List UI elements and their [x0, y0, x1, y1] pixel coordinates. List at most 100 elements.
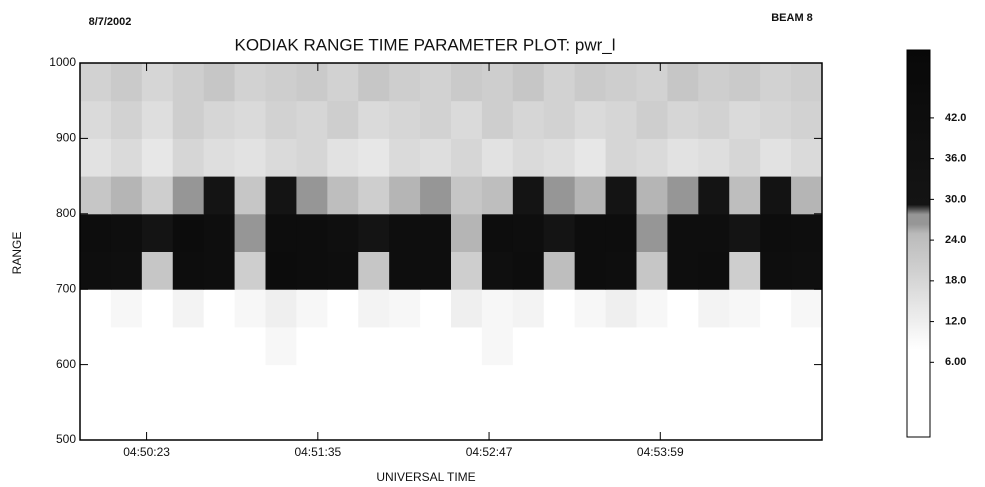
heat-cell: [296, 402, 328, 441]
heat-cell: [265, 251, 297, 290]
y-tick-label: 900: [56, 131, 76, 145]
heat-cell: [636, 63, 668, 102]
heat-cell: [760, 326, 792, 366]
heat-cell: [760, 289, 792, 328]
heat-cell: [574, 402, 607, 441]
heat-cell: [605, 100, 637, 139]
heat-cell: [110, 364, 143, 403]
heat-cell: [791, 289, 823, 328]
heat-cell: [172, 289, 205, 328]
y-tick-label: 700: [56, 281, 76, 295]
heat-cell: [543, 251, 576, 290]
heat-cell: [80, 138, 112, 177]
heat-cell: [451, 63, 483, 102]
x-tick-label: 04:51:35: [294, 445, 341, 459]
heat-cell: [265, 63, 297, 102]
heat-cell: [296, 63, 328, 102]
colorbar-tick-label: 12.0: [945, 315, 966, 327]
heat-cell: [512, 289, 545, 328]
heat-cell: [172, 138, 205, 177]
heat-cell: [141, 213, 174, 252]
plot-frame: [79, 62, 823, 441]
colorbar-tick-label: 42.0: [945, 112, 966, 124]
heat-cell: [203, 100, 236, 139]
date: 8/7/2002: [89, 16, 132, 28]
heat-cell: [574, 289, 607, 328]
heat-cell: [234, 138, 266, 177]
heat-cell: [605, 138, 637, 177]
heat-cell: [605, 176, 637, 215]
heat-cell: [203, 176, 236, 215]
heat-cell: [80, 213, 112, 252]
heat-cell: [451, 364, 483, 403]
heat-cell: [265, 364, 297, 403]
heat-cell: [420, 251, 452, 290]
heat-cell: [141, 251, 174, 290]
heat-cell: [791, 402, 823, 441]
heat-cell: [420, 402, 452, 441]
heat-cell: [729, 63, 761, 102]
heat-cell: [760, 364, 792, 403]
heat-cell: [698, 176, 730, 215]
heat-cell: [420, 138, 452, 177]
heat-cell: [791, 251, 823, 290]
heat-cell: [760, 100, 792, 139]
heat-cell: [698, 289, 730, 328]
heat-cell: [698, 326, 730, 366]
heat-cell: [389, 63, 421, 102]
heat-cell: [667, 138, 699, 177]
heat-cell: [729, 326, 761, 366]
heat-cell: [389, 289, 421, 328]
heat-cell: [358, 213, 390, 252]
beam: BEAM 8: [771, 12, 813, 24]
heat-cell: [203, 364, 236, 403]
heat-cell: [172, 326, 205, 366]
colorbar: [906, 49, 931, 438]
heat-cell: [667, 63, 699, 102]
heat-cell: [80, 100, 112, 139]
heat-cell: [451, 289, 483, 328]
heat-cell: [512, 326, 545, 366]
heat-cell: [389, 402, 421, 441]
colorbar-tick-label: 18.0: [945, 275, 966, 287]
heat-cell: [729, 251, 761, 290]
heat-cell: [760, 213, 792, 252]
heat-cell: [574, 100, 607, 139]
heat-cell: [265, 402, 297, 441]
heat-cell: [358, 326, 390, 366]
heat-cell: [667, 213, 699, 252]
heat-cell: [203, 213, 236, 252]
heat-cell: [110, 251, 143, 290]
heat-cell: [296, 176, 328, 215]
heat-cell: [636, 402, 668, 441]
heat-cell: [512, 138, 545, 177]
heat-cell: [327, 402, 359, 441]
heat-cell: [203, 402, 236, 441]
heat-cell: [420, 63, 452, 102]
heat-cell: [80, 326, 112, 366]
heat-cell: [327, 213, 359, 252]
heat-cell: [420, 100, 452, 139]
heat-cell: [358, 138, 390, 177]
heat-cell: [481, 364, 514, 403]
heat-cell: [667, 176, 699, 215]
heat-cell: [358, 100, 390, 139]
heat-cell: [234, 251, 266, 290]
heat-cell: [760, 138, 792, 177]
heat-cell: [358, 176, 390, 215]
heat-cell: [203, 326, 236, 366]
heat-cell: [481, 289, 514, 328]
heat-cell: [296, 138, 328, 177]
heat-cell: [760, 402, 792, 441]
heat-cell: [512, 176, 545, 215]
heat-cell: [451, 176, 483, 215]
heat-cell: [296, 213, 328, 252]
heat-cell: [636, 251, 668, 290]
heat-cell: [172, 213, 205, 252]
heat-cell: [420, 326, 452, 366]
heat-cell: [605, 364, 637, 403]
heat-cell: [80, 176, 112, 215]
heat-cell: [605, 213, 637, 252]
heat-cell: [574, 213, 607, 252]
heat-cell: [481, 213, 514, 252]
